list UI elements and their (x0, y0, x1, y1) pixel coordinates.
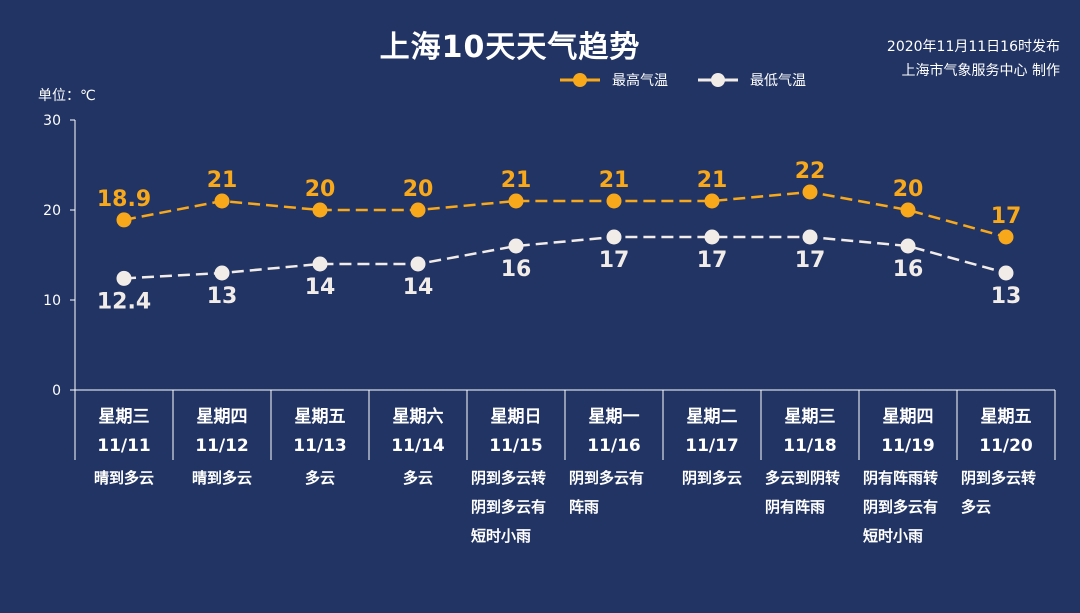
legend-low-marker (698, 73, 738, 87)
x-date-label: 11/19 (881, 436, 935, 456)
y-tick-label: 10 (43, 293, 61, 309)
data-point-low (508, 238, 524, 254)
data-label-low: 17 (599, 248, 630, 273)
x-date-label: 11/17 (685, 436, 739, 456)
data-point-high (508, 193, 524, 209)
data-point-low (410, 256, 426, 272)
weather-description: 晴到多云 (94, 469, 154, 487)
data-label-high: 21 (697, 168, 728, 193)
data-point-high (606, 193, 622, 209)
x-date-label: 11/11 (97, 436, 151, 456)
x-weekday-label: 星期一 (589, 407, 640, 427)
y-tick-label: 0 (52, 383, 61, 399)
x-weekday-label: 星期四 (883, 407, 934, 427)
publisher: 上海市气象服务中心 制作 (901, 63, 1060, 79)
x-date-label: 11/20 (979, 436, 1033, 456)
data-point-low (704, 229, 720, 245)
data-label-low: 17 (697, 248, 728, 273)
weather-description: 晴到多云 (192, 469, 252, 487)
data-label-low: 13 (991, 284, 1022, 309)
data-label-high: 17 (991, 204, 1022, 229)
legend-high-marker (560, 73, 600, 87)
x-weekday-label: 星期三 (99, 407, 150, 427)
weather-description: 短时小雨 (863, 527, 923, 545)
weather-description: 短时小雨 (471, 527, 531, 545)
x-weekday-label: 星期二 (687, 407, 738, 427)
legend: 最高气温 最低气温 (560, 70, 836, 90)
weather-description: 阴到多云 (682, 469, 742, 487)
weather-description: 多云 (305, 469, 335, 487)
data-point-low (116, 270, 132, 286)
x-weekday-label: 星期五 (981, 407, 1032, 427)
chart-title: 上海10天天气趋势 (379, 30, 641, 65)
x-date-label: 11/12 (195, 436, 249, 456)
data-point-low (802, 229, 818, 245)
data-label-high: 21 (207, 168, 238, 193)
data-label-high: 22 (795, 159, 826, 184)
data-point-high (704, 193, 720, 209)
data-point-high (214, 193, 230, 209)
data-label-high: 20 (403, 177, 434, 202)
x-date-label: 11/13 (293, 436, 347, 456)
x-weekday-label: 星期日 (491, 407, 542, 427)
weather-description: 阵雨 (569, 498, 599, 516)
series-line-low (123, 235, 1007, 280)
data-point-high (802, 184, 818, 200)
data-point-low (998, 265, 1014, 281)
legend-high-label: 最高气温 (612, 73, 668, 89)
legend-item-high[interactable]: 最高气温 (560, 70, 668, 90)
data-label-low: 14 (403, 275, 434, 300)
data-label-high: 18.9 (97, 187, 151, 212)
x-weekday-label: 星期五 (295, 407, 346, 427)
legend-low-label: 最低气温 (750, 73, 806, 89)
data-point-low (214, 265, 230, 281)
data-point-high (116, 212, 132, 228)
data-label-high: 20 (893, 177, 924, 202)
series-line-high (123, 190, 1007, 239)
data-point-low (312, 256, 328, 272)
data-label-low: 13 (207, 284, 238, 309)
x-date-label: 11/15 (489, 436, 543, 456)
data-point-low (900, 238, 916, 254)
data-point-high (998, 229, 1014, 245)
data-label-low: 17 (795, 248, 826, 273)
unit-label: 单位：℃ (38, 88, 96, 104)
weather-description: 阴到多云有 (471, 498, 546, 516)
data-point-high (312, 202, 328, 218)
data-label-low: 12.4 (97, 289, 151, 314)
data-label-low: 16 (893, 257, 924, 282)
data-point-high (900, 202, 916, 218)
data-label-high: 21 (501, 168, 532, 193)
legend-item-low[interactable]: 最低气温 (698, 70, 806, 90)
weather-description: 阴有阵雨转 (863, 469, 938, 487)
y-tick-label: 20 (43, 203, 61, 219)
x-weekday-label: 星期六 (393, 406, 444, 427)
x-weekday-label: 星期四 (197, 407, 248, 427)
weather-description: 多云 (961, 498, 991, 516)
data-point-high (410, 202, 426, 218)
data-label-high: 21 (599, 168, 630, 193)
weather-description: 阴有阵雨 (765, 498, 825, 516)
weather-description: 阴到多云有 (863, 498, 938, 516)
data-label-low: 16 (501, 257, 532, 282)
publish-info: 2020年11月11日16时发布 上海市气象服务中心 制作 (887, 35, 1060, 83)
data-point-low (606, 229, 622, 245)
x-date-label: 11/14 (391, 436, 445, 456)
weather-description: 阴到多云有 (569, 469, 644, 487)
y-tick-label: 30 (43, 113, 61, 129)
data-label-low: 14 (305, 275, 336, 300)
x-date-label: 11/18 (783, 436, 837, 456)
weather-description: 多云 (403, 469, 433, 487)
weather-description: 多云到阴转 (765, 469, 840, 487)
weather-description: 阴到多云转 (471, 469, 546, 487)
data-label-high: 20 (305, 177, 336, 202)
x-date-label: 11/16 (587, 436, 641, 456)
x-weekday-label: 星期三 (785, 407, 836, 427)
weather-description: 阴到多云转 (961, 469, 1036, 487)
publish-time: 2020年11月11日16时发布 (886, 39, 1060, 55)
